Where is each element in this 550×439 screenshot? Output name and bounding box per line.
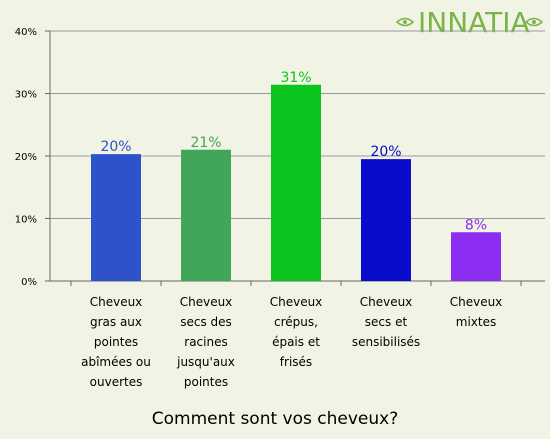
bars (91, 84, 501, 281)
value-label: 8% (465, 217, 487, 233)
value-label: 21% (190, 135, 221, 151)
category-label-line: racines (184, 335, 227, 349)
category-label-line: pointes (184, 375, 228, 389)
category-label-line: secs des (180, 315, 232, 329)
category-label-line: épais et (272, 335, 320, 349)
bar (181, 149, 231, 281)
category-label-line: ouvertes (90, 375, 143, 389)
y-tick-label: 40% (15, 27, 37, 38)
value-label: 20% (370, 144, 401, 160)
category-label-line: sensibilisés (352, 335, 420, 349)
category-label-line: mixtes (456, 315, 496, 329)
category-label-line: Cheveux (90, 295, 143, 309)
y-tick-label: 20% (15, 152, 37, 163)
category-label-line: Cheveux (180, 295, 233, 309)
logo-text: INNATIA (418, 6, 530, 39)
category-label-line: Cheveux (450, 295, 503, 309)
value-labels: 20% 21% 31% 20% 8% (100, 70, 487, 234)
logo-leaf-left-icon (395, 17, 415, 27)
logo-eye-right-icon (532, 20, 536, 24)
value-label: 31% (280, 70, 311, 86)
bar (451, 232, 501, 281)
category-label-line: jusqu'aux (176, 355, 235, 369)
bar (271, 84, 321, 281)
category-label-line: frisés (280, 355, 312, 369)
category-label-line: gras aux (90, 315, 142, 329)
logo-leaf-right-icon (524, 17, 544, 27)
category-label-line: Cheveux (270, 295, 323, 309)
category-labels: Cheveux gras aux pointes abîmées ou ouvertes… (81, 295, 502, 389)
y-tick-label: 10% (15, 215, 37, 226)
bar (361, 159, 411, 281)
chart-title: Comment sont vos cheveux? (152, 409, 398, 429)
y-tick-label: 0% (21, 277, 37, 288)
bar (91, 154, 141, 281)
logo-eye-left-icon (403, 20, 407, 24)
innatia-logo: INNATIA (395, 6, 544, 39)
value-label: 20% (100, 139, 131, 155)
category-label-line: pointes (94, 335, 138, 349)
y-tick-label: 30% (15, 90, 37, 101)
category-label-line: abîmées ou (81, 355, 151, 369)
category-label-line: Cheveux (360, 295, 413, 309)
category-label-line: crépus, (274, 315, 318, 329)
category-label-line: secs et (365, 315, 408, 329)
